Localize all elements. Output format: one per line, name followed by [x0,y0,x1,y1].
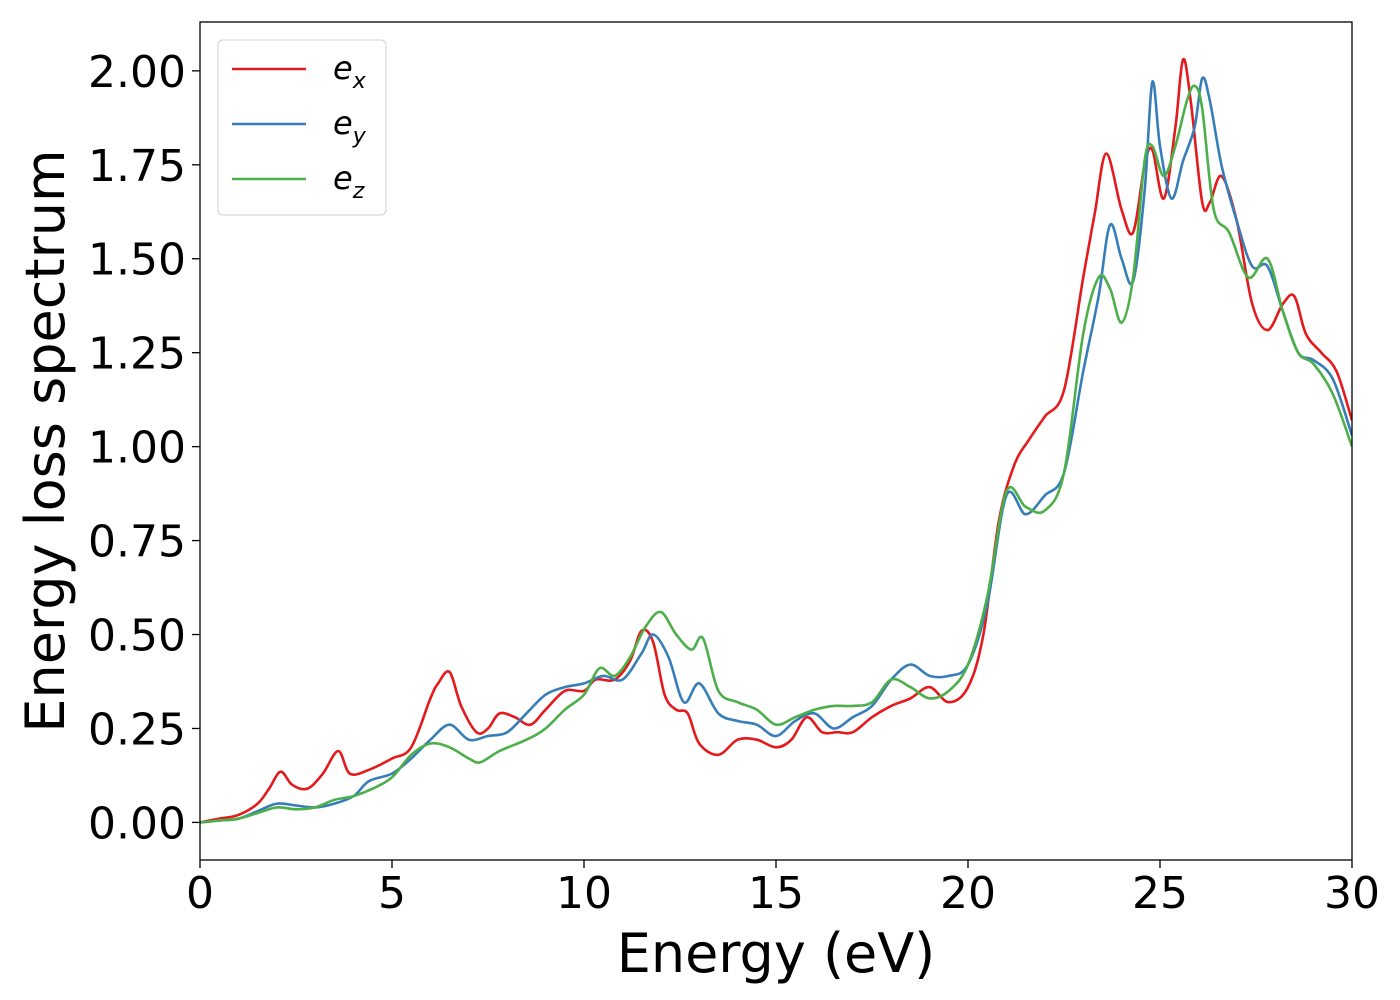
x-tick-label: 30 [1324,868,1380,919]
y-tick-label: 1.75 [88,141,186,192]
y-axis-label: Energy loss spectrum [14,149,77,732]
x-tick-label: 20 [940,868,996,919]
y-tick-label: 0.00 [88,798,186,849]
y-tick-label: 1.00 [88,423,186,474]
plot-lines [200,57,1352,824]
x-tick-label: 0 [186,868,214,919]
x-axis-ticks: 0 5 10 15 20 25 30 [186,860,1380,919]
legend-label-e-z: ez [333,159,365,204]
x-tick-label: 25 [1132,868,1188,919]
y-tick-label: 1.25 [88,329,186,380]
series-line-e-x [200,57,1352,824]
y-tick-label: 2.00 [88,47,186,98]
x-tick-label: 15 [748,868,804,919]
y-axis-ticks: 0.00 0.25 0.50 0.75 1.00 1.25 1.50 1.75 2.00 [88,47,200,849]
y-tick-label: 0.75 [88,517,186,568]
y-tick-label: 0.25 [88,704,186,755]
legend: ex ey ez [217,39,387,216]
y-tick-label: 0.50 [88,611,186,662]
x-axis-label: Energy (eV) [617,922,936,985]
x-tick-label: 10 [556,868,612,919]
series-line-e-z [200,84,1352,824]
x-tick-label: 5 [378,868,406,919]
legend-box [217,39,387,216]
legend-label-e-y: ey [333,104,367,149]
legend-label-e-x: ex [333,49,367,94]
y-tick-label: 1.50 [88,235,186,286]
